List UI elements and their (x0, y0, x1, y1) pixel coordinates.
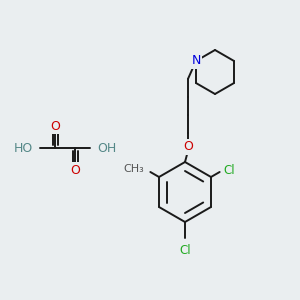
Text: O: O (50, 119, 60, 133)
Text: OH: OH (97, 142, 116, 154)
Text: CH₃: CH₃ (124, 164, 144, 173)
Text: O: O (70, 164, 80, 176)
Text: Cl: Cl (179, 244, 191, 257)
Text: Cl: Cl (223, 164, 235, 176)
Text: N: N (191, 55, 201, 68)
Text: HO: HO (14, 142, 33, 154)
Text: O: O (183, 140, 193, 154)
